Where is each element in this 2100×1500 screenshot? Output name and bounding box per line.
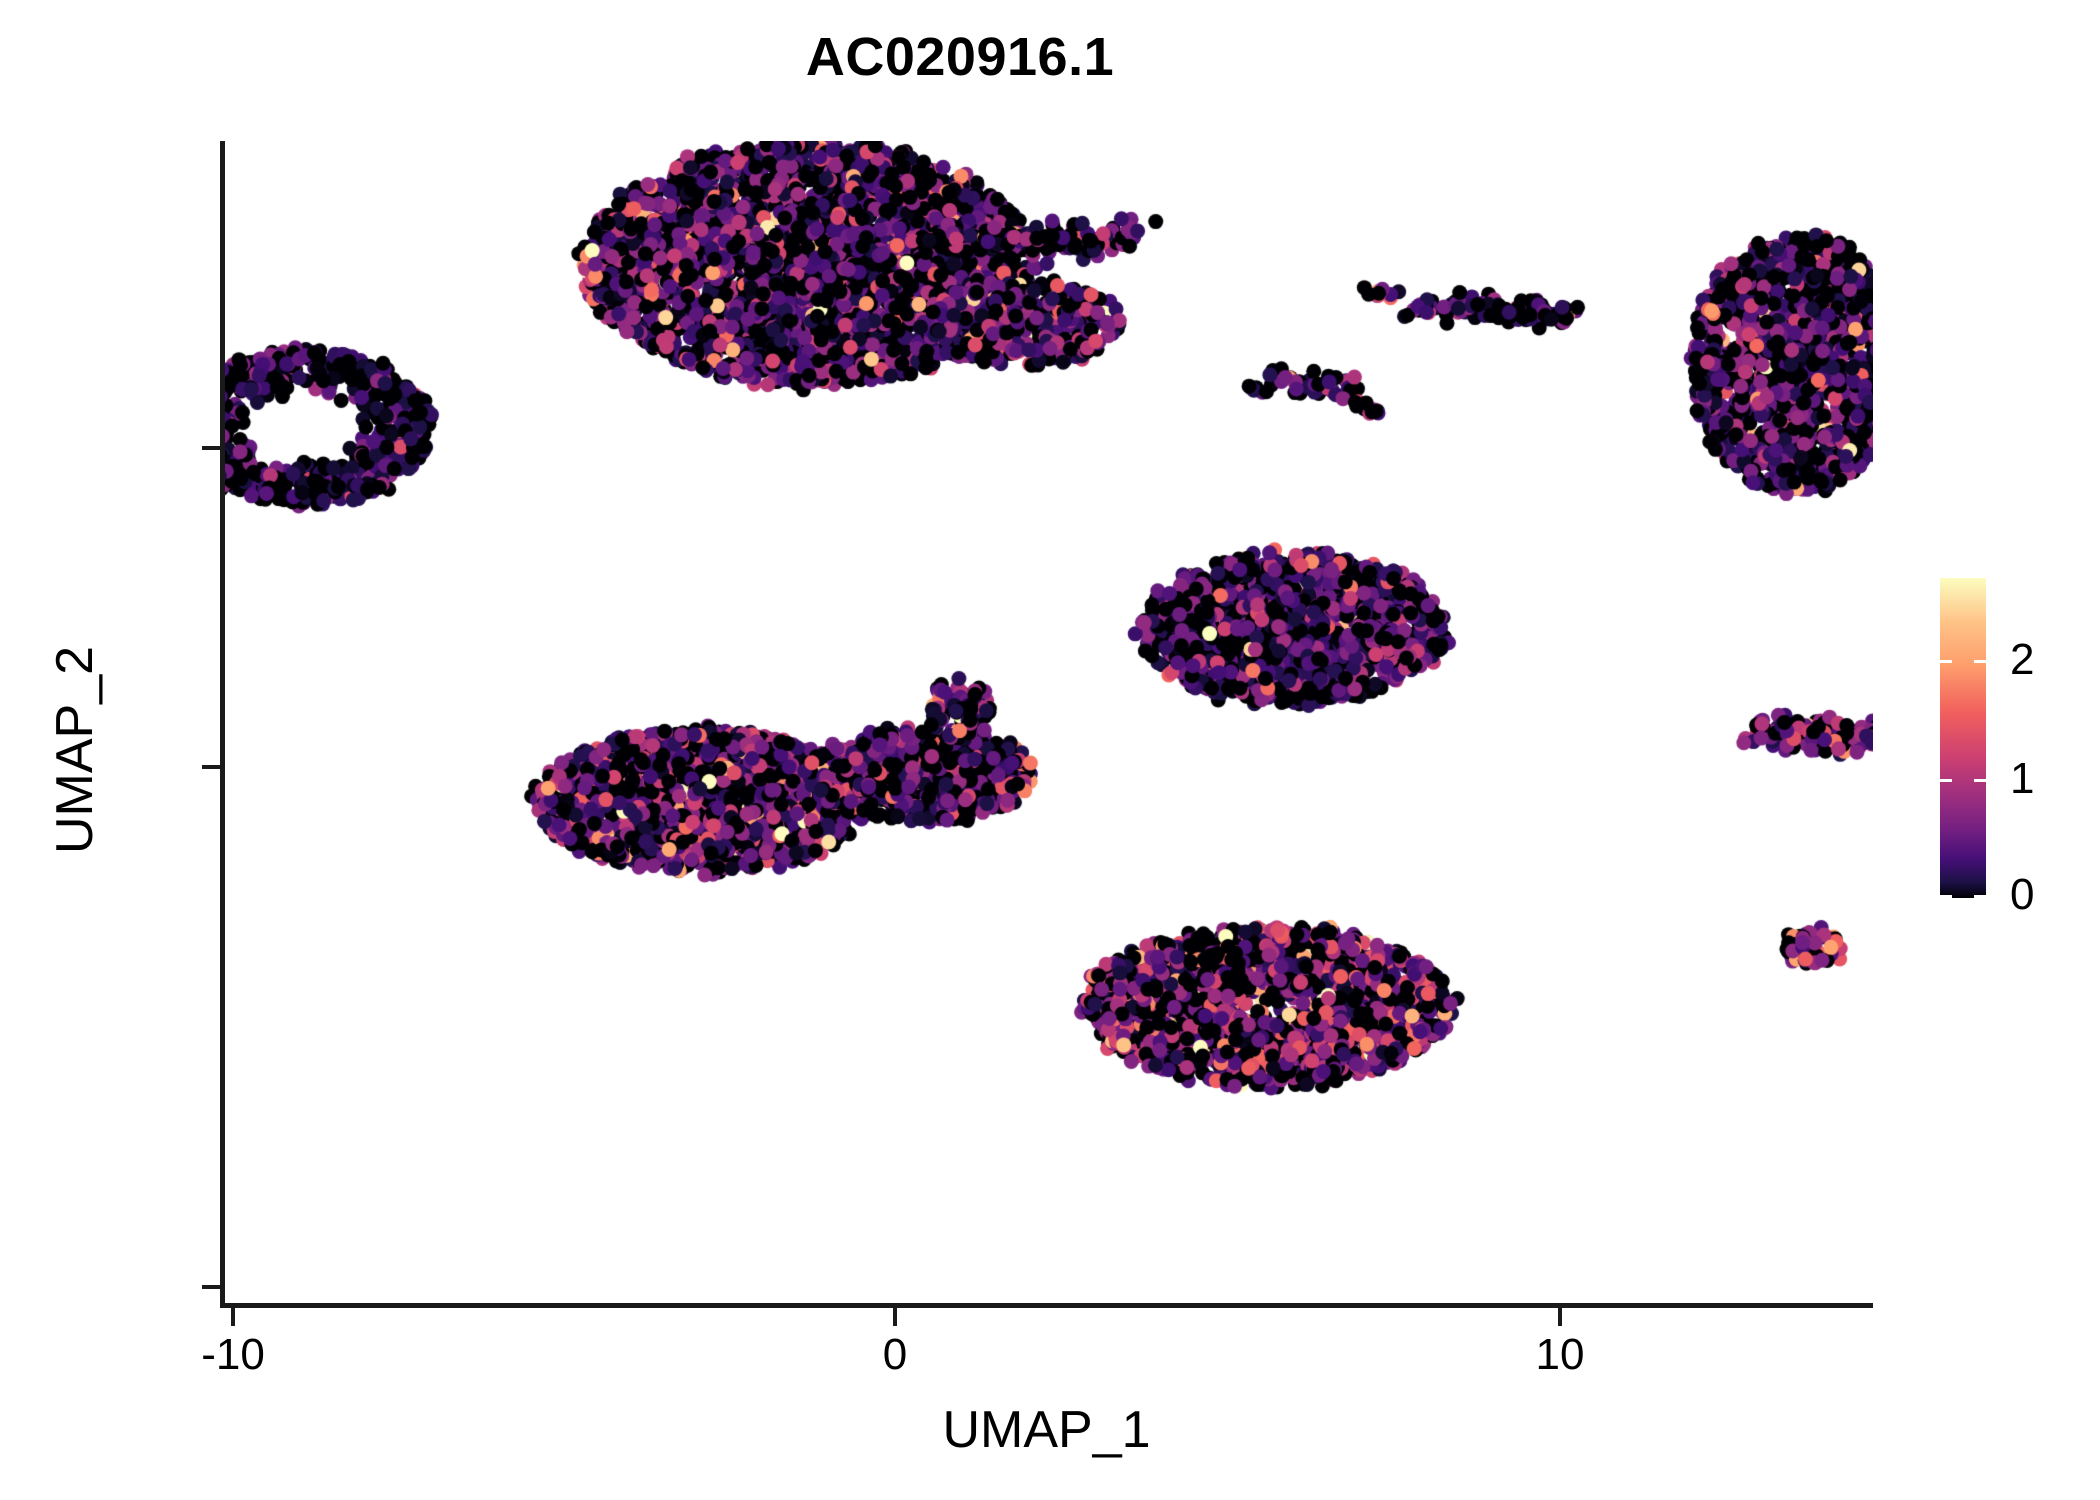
colorbar-tick-label: 2 [2010, 635, 2035, 684]
y-axis-line [220, 141, 225, 1308]
colorbar-tick [1974, 779, 1986, 782]
x-tick-mark [1558, 1308, 1562, 1326]
colorbar-tick [1940, 779, 1952, 782]
colorbar-tick [1974, 895, 1986, 898]
colorbar-tick [1974, 660, 1986, 663]
colorbar-tick-label: 1 [2010, 754, 2035, 803]
x-tick-label: -10 [201, 1330, 265, 1379]
y-tick-mark [202, 1285, 220, 1289]
page-title: AC020916.1 [805, 27, 1115, 87]
x-axis-line [220, 1303, 1873, 1308]
x-tick-mark [893, 1308, 897, 1326]
scatter-plot-area [225, 141, 1873, 1305]
colorbar [1940, 578, 1986, 898]
y-tick-mark [202, 446, 220, 450]
x-tick-label: 10 [1535, 1330, 1585, 1379]
x-tick-mark [231, 1308, 235, 1326]
y-axis-label: UMAP_2 [46, 645, 104, 855]
x-axis-label: UMAP_1 [942, 1401, 1151, 1459]
colorbar-tick [1940, 660, 1952, 663]
x-tick-label: 0 [882, 1330, 908, 1379]
scatter-canvas [225, 141, 1873, 1305]
colorbar-tick [1940, 895, 1952, 898]
y-tick-mark [202, 765, 220, 769]
colorbar-tick-label: 0 [2010, 870, 2035, 919]
